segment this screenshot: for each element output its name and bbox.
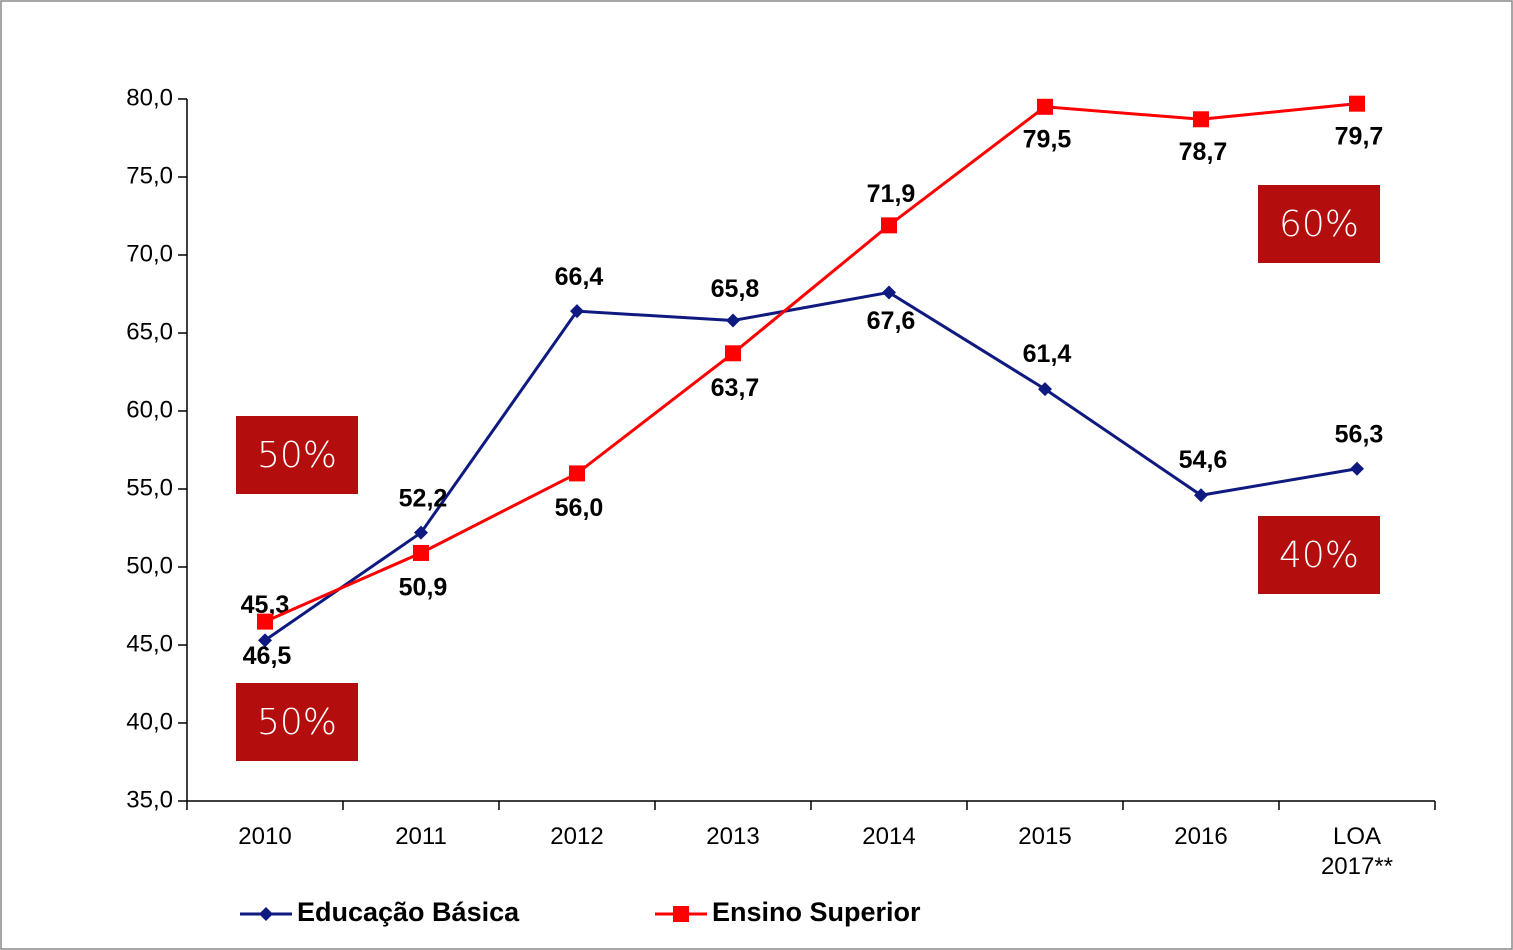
y-tick-label: 75,0 <box>126 162 173 189</box>
y-tick-label: 60,0 <box>126 396 173 423</box>
data-point <box>257 613 273 630</box>
legend-marker <box>259 907 273 921</box>
data-label: 56,0 <box>555 494 604 522</box>
data-label: 67,6 <box>867 307 916 335</box>
y-tick-label: 40,0 <box>126 708 173 735</box>
y-tick-label: 65,0 <box>126 318 173 345</box>
data-point <box>258 633 272 648</box>
y-tick-label: 80,0 <box>126 84 173 111</box>
data-label: 79,7 <box>1335 122 1384 150</box>
series-line <box>264 290 1358 642</box>
y-tick-label: 70,0 <box>126 240 173 267</box>
annotation-box: 50% <box>236 416 358 494</box>
data-label: 54,6 <box>1179 446 1228 474</box>
annotation-box: 60% <box>1258 185 1380 263</box>
x-tick-label: LOA 2017** <box>1320 823 1394 880</box>
data-point <box>570 304 584 319</box>
data-point <box>1038 382 1052 397</box>
data-point <box>414 525 428 540</box>
data-point <box>569 465 585 482</box>
x-tick-label: 2013 <box>706 823 760 850</box>
x-tick-label: 2014 <box>862 823 916 850</box>
data-label: 63,7 <box>711 374 760 402</box>
data-point <box>882 285 896 300</box>
data-point <box>1037 98 1053 115</box>
data-label: 65,8 <box>711 275 760 303</box>
x-tick-label: 2012 <box>550 823 604 850</box>
data-point <box>881 217 897 234</box>
data-label: 52,2 <box>399 484 448 512</box>
data-point <box>1193 111 1209 128</box>
legend-label: Ensino Superior <box>712 897 921 927</box>
data-point <box>413 544 429 561</box>
data-point <box>1349 95 1365 112</box>
data-label: 66,4 <box>555 263 604 291</box>
legend-label: Educação Básica <box>297 897 520 927</box>
annotation-box: 40% <box>1258 516 1380 594</box>
y-tick-label: 50,0 <box>126 552 173 579</box>
data-label: 56,3 <box>1335 420 1384 448</box>
y-tick-label: 35,0 <box>126 786 173 813</box>
series-line <box>264 102 1358 623</box>
data-label: 79,5 <box>1023 125 1072 153</box>
data-point <box>726 313 740 328</box>
data-label: 78,7 <box>1179 138 1228 166</box>
data-point <box>1194 488 1208 503</box>
data-label: 61,4 <box>1023 340 1072 368</box>
y-tick-label: 55,0 <box>126 474 173 501</box>
x-tick-label: 2016 <box>1174 823 1228 850</box>
x-tick-label: 2010 <box>238 823 292 850</box>
annotation-box: 50% <box>236 683 358 761</box>
data-point <box>1350 461 1364 476</box>
data-label: 71,9 <box>867 180 916 208</box>
data-label: 50,9 <box>399 574 448 602</box>
legend-marker <box>673 906 689 922</box>
data-label: 46,5 <box>243 642 292 670</box>
x-tick-label: 2011 <box>395 823 447 850</box>
y-tick-label: 45,0 <box>126 630 173 657</box>
x-tick-label: 2015 <box>1018 823 1072 850</box>
data-point <box>725 345 741 362</box>
